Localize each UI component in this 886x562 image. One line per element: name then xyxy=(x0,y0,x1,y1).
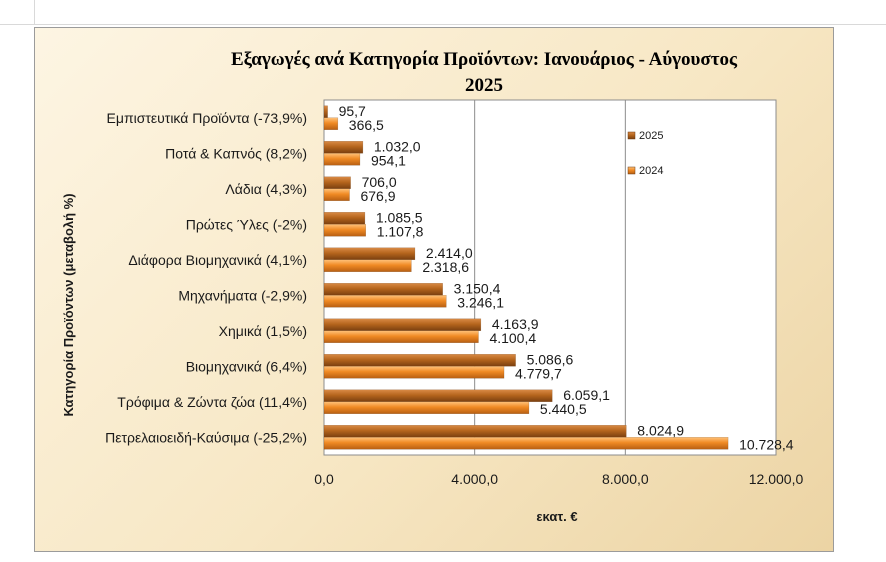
bar-2024 xyxy=(323,224,366,237)
data-label-2025: 95,7 xyxy=(339,103,366,119)
bar-2025 xyxy=(323,247,416,260)
data-label-2024: 4.779,7 xyxy=(515,365,562,381)
data-label-2024: 366,5 xyxy=(349,117,384,133)
category-label: Ποτά & Καπνός (8,2%) xyxy=(165,145,307,161)
y-axis-label: Κατηγορία Προϊόντων (μεταβολή %) xyxy=(61,193,76,416)
x-axis-label: εκατ. € xyxy=(536,509,577,524)
bar-2025 xyxy=(323,318,482,331)
category-label: Χημικά (1,5%) xyxy=(219,323,307,339)
x-tick-labels: 0,0 4.000,0 8.000,0 12.000,0 xyxy=(314,471,803,487)
x-tick-label: 8.000,0 xyxy=(602,471,649,487)
data-label-2024: 5.440,5 xyxy=(540,401,587,417)
x-tick-label: 0,0 xyxy=(314,471,334,487)
bar-2024 xyxy=(323,330,479,343)
bar-2025 xyxy=(323,283,443,296)
data-label-2025: 1.032,0 xyxy=(374,138,421,154)
category-label: Βιομηχανικά (6,4%) xyxy=(186,358,307,374)
bar-2024 xyxy=(323,153,361,166)
bar-2024 xyxy=(323,401,530,414)
bar-2024 xyxy=(323,188,350,201)
bar-2025 xyxy=(323,176,351,189)
category-label: Πρώτες Ύλες (-2%) xyxy=(186,216,307,232)
legend-label-2024: 2024 xyxy=(639,165,663,177)
data-label-2024: 1.107,8 xyxy=(377,223,424,239)
category-label: Μηχανήματα (-2,9%) xyxy=(178,287,307,303)
category-label: Διάφορα Βιομηχανικά (4,1%) xyxy=(128,252,307,268)
x-tick-label: 12.000,0 xyxy=(749,471,804,487)
data-label-2024: 954,1 xyxy=(371,152,406,168)
data-label-2025: 8.024,9 xyxy=(637,422,684,438)
bar-2025 xyxy=(323,425,627,438)
category-labels: Εμπιστευτικά Προϊόντα (-73,9%) Ποτά & Καπ… xyxy=(105,110,307,446)
data-label-2025: 706,0 xyxy=(362,174,397,190)
legend-swatch-2025 xyxy=(627,131,636,140)
category-label: Εμπιστευτικά Προϊόντα (-73,9%) xyxy=(107,110,307,126)
data-label-2025: 5.086,6 xyxy=(527,351,574,367)
x-tick-label: 4.000,0 xyxy=(451,471,498,487)
data-label-2024: 4.100,4 xyxy=(489,330,536,346)
data-label-2025: 6.059,1 xyxy=(563,387,610,403)
bars xyxy=(323,105,729,450)
page-margin-line xyxy=(34,0,35,24)
data-label-2024: 2.318,6 xyxy=(422,259,469,275)
page-edge-line xyxy=(0,24,886,25)
bar-2024 xyxy=(323,117,339,130)
bar-2025 xyxy=(323,354,516,367)
category-label: Λάδια (4,3%) xyxy=(225,181,307,197)
category-label: Πετρελαιοειδή-Καύσιμα (-25,2%) xyxy=(105,429,307,445)
bar-2025 xyxy=(323,105,328,118)
legend: 2025 2024 xyxy=(627,130,663,177)
bar-2024 xyxy=(323,259,412,272)
chart-title-line1: Εξαγωγές ανά Κατηγορία Προϊόντων: Ιανουά… xyxy=(231,49,738,70)
data-label-2025: 1.085,5 xyxy=(376,209,423,225)
data-label-2024: 3.246,1 xyxy=(457,294,504,310)
chart-title-line2: 2025 xyxy=(465,75,503,96)
bar-2025 xyxy=(323,141,364,154)
data-label-2024: 676,9 xyxy=(360,188,395,204)
data-label-2025: 3.150,4 xyxy=(454,280,501,296)
legend-label-2025: 2025 xyxy=(639,130,663,142)
bar-2025 xyxy=(323,389,553,402)
data-label-2025: 2.414,0 xyxy=(426,245,473,261)
category-label: Τρόφιμα & Ζώντα ζώα (11,4%) xyxy=(117,394,307,410)
bar-2025 xyxy=(323,212,366,225)
bar-2024 xyxy=(323,437,729,450)
data-label-2025: 4.163,9 xyxy=(492,316,539,332)
bar-2024 xyxy=(323,366,505,379)
data-label-2024: 10.728,4 xyxy=(739,436,794,452)
legend-swatch-2024 xyxy=(627,166,636,175)
bar-2024 xyxy=(323,295,447,308)
